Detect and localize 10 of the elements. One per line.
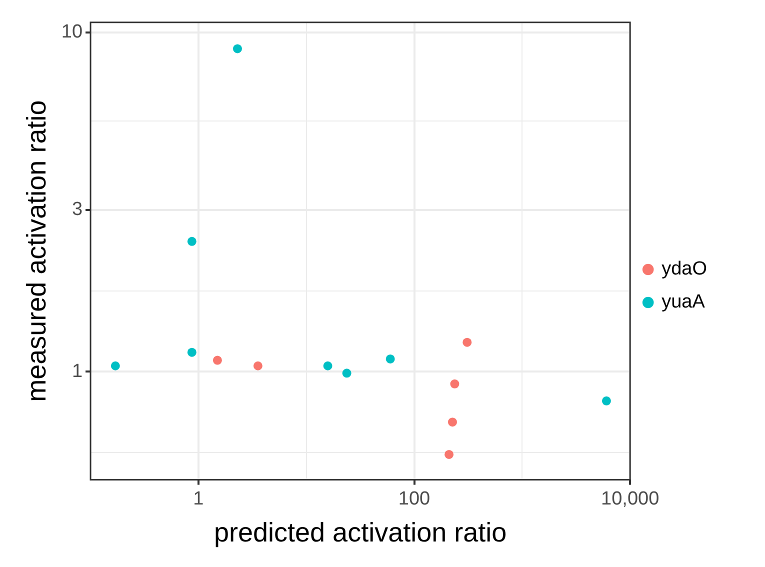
x-tick-label: 1 (193, 488, 204, 510)
y-axis-title: measured activation ratio (22, 100, 52, 402)
y-tick-label: 10 (61, 22, 83, 43)
x-axis-title: predicted activation ratio (214, 517, 507, 548)
legend-label: ydaO (662, 258, 708, 280)
y-tick-label: 3 (72, 199, 83, 220)
y-tick-label: 1 (72, 360, 83, 382)
x-tick-label: 10,000 (601, 488, 660, 510)
x-tick-label: 100 (398, 488, 430, 510)
legend-label: yuaA (662, 292, 706, 313)
